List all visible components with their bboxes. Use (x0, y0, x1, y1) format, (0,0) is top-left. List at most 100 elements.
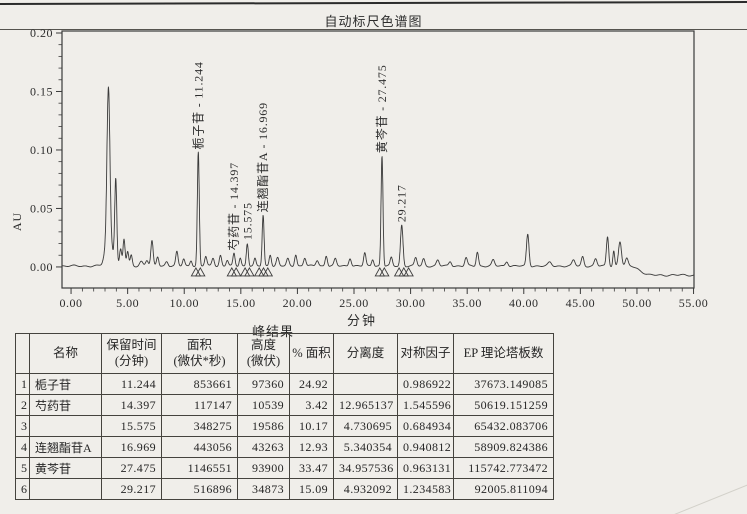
col-header-area-pct: % 面积 (289, 333, 334, 374)
header-row: 名称 保留时间 (分钟) 面积 (微伏*秒) 高度 (微伏) % 面积 分离度 … (15, 333, 554, 374)
cell-plates: 50619.151259 (453, 394, 554, 416)
cell-area-pct: 12.93 (289, 436, 334, 458)
cell-height: 10539 (237, 394, 290, 416)
cell-resolution: 4.730695 (333, 415, 398, 437)
chromatogram-trace (61, 86, 694, 277)
cell-symmetry: 0.986922 (397, 373, 454, 395)
integration-mark-icon (393, 267, 405, 277)
cell-height: 93900 (237, 457, 290, 479)
cell-resolution: 4.932092 (333, 478, 398, 500)
peak-row: 1 栀子苷 11.244 853661 97360 24.92 0.986922… (15, 373, 554, 395)
cell-area: 443056 (161, 436, 238, 458)
cell-name (29, 478, 102, 500)
cell-area: 348275 (161, 415, 238, 437)
cell-rt: 16.969 (101, 436, 162, 458)
col-header-resolution: 分离度 (333, 333, 398, 374)
peak-row: 3 15.575 348275 19586 10.17 4.730695 0.6… (15, 415, 554, 437)
cell-name (29, 415, 102, 437)
cell-symmetry: 1.545596 (397, 394, 454, 416)
cell-symmetry: 0.684934 (397, 415, 454, 437)
cell-area-pct: 10.17 (289, 415, 334, 437)
peak-row: 2 芍药苷 14.397 117147 10539 3.42 12.965137… (15, 394, 554, 416)
integration-mark-icon (195, 267, 206, 277)
integration-mark-icon (374, 267, 386, 277)
peak-label: 连翘酯苷A - 16.969 (255, 102, 270, 212)
cell-rt: 27.475 (101, 457, 162, 479)
cell-index: 1 (15, 373, 30, 395)
integration-markers (190, 267, 414, 277)
cell-plates: 37673.149085 (453, 373, 554, 395)
cell-name: 栀子苷 (29, 373, 102, 395)
cell-area: 516896 (161, 478, 238, 500)
cell-name: 连翘酯苷A (29, 436, 102, 458)
y-axis-ticks: 0.00 0.05 0.10 0.15 0.20 (30, 26, 62, 274)
cell-resolution (333, 373, 398, 395)
cell-rt: 14.397 (101, 394, 162, 416)
chromatogram-chart: 0.00 0.05 0.10 0.15 0.20 0.00 5.00 10.00 15.00 20… (30, 26, 709, 310)
cell-area: 117147 (161, 394, 238, 416)
cell-index: 6 (15, 478, 30, 500)
peak-results-table: 名称 保留时间 (分钟) 面积 (微伏*秒) 高度 (微伏) % 面积 分离度 … (15, 333, 554, 500)
cell-area-pct: 33.47 (289, 457, 334, 479)
cell-index: 4 (15, 436, 30, 458)
cell-rt: 11.244 (101, 373, 162, 395)
x-tick-label: 50.00 (622, 296, 652, 310)
cell-plates: 115742.773472 (453, 457, 554, 479)
cell-area: 1146551 (161, 457, 238, 479)
x-tick-label: 0.00 (60, 296, 83, 310)
peak-label: 15.575 (240, 202, 254, 240)
col-header-name: 名称 (29, 333, 102, 374)
cell-height: 34873 (237, 478, 290, 500)
cell-height: 19586 (237, 415, 290, 437)
y-tick-label: 0.05 (30, 201, 53, 215)
cell-area: 853661 (161, 373, 238, 395)
peak-label: 黄芩苷 - 27.475 (375, 64, 389, 153)
cell-rt: 29.217 (101, 478, 162, 500)
cell-area-pct: 3.42 (289, 394, 334, 416)
x-tick-label: 55.00 (679, 296, 709, 310)
col-header-rt: 保留时间 (分钟) (101, 333, 162, 374)
peak-row: 6 29.217 516896 34873 15.09 4.932092 1.2… (15, 478, 554, 500)
cell-height: 97360 (237, 373, 290, 395)
chart-title: 自动标尺色谱图 (324, 14, 423, 29)
cell-index: 3 (15, 415, 30, 437)
col-header-area: 面积 (微伏*秒) (161, 333, 238, 374)
cell-symmetry: 0.940812 (397, 436, 454, 458)
integration-mark-icon (190, 267, 202, 277)
x-tick-label: 35.00 (452, 296, 482, 310)
integration-mark-icon (262, 267, 274, 277)
y-tick-label: 0.00 (30, 260, 53, 274)
x-tick-label: 45.00 (566, 296, 596, 310)
cell-area-pct: 24.92 (289, 373, 334, 395)
col-header-plates: EP 理论塔板数 (453, 333, 554, 374)
integration-mark-icon (244, 267, 255, 277)
cell-area-pct: 15.09 (289, 478, 334, 500)
integration-mark-icon (230, 267, 242, 277)
col-header-height: 高度 (微伏) (237, 333, 290, 374)
integration-mark-icon (398, 267, 410, 277)
cell-plates: 92005.811094 (453, 478, 554, 500)
cell-name: 芍药苷 (29, 394, 102, 416)
peak-row: 4 连翘酯苷A 16.969 443056 43263 12.93 5.3403… (15, 436, 554, 458)
cell-resolution: 5.340354 (333, 436, 398, 458)
col-header-index (15, 333, 30, 374)
title-rule (0, 29, 747, 30)
y-tick-label: 0.15 (30, 84, 53, 98)
peak-label: 栀子苷 - 11.244 (191, 61, 205, 149)
cell-plates: 58909.824386 (453, 436, 554, 458)
integration-mark-icon (379, 267, 390, 277)
y-tick-label: 0.20 (30, 26, 53, 40)
cell-symmetry: 0.963131 (397, 457, 454, 479)
x-tick-label: 15.00 (226, 296, 256, 310)
cell-resolution: 34.957536 (333, 457, 398, 479)
cell-rt: 15.575 (101, 415, 162, 437)
x-tick-label: 10.00 (169, 296, 199, 310)
peak-label: 芍药苷 - 14.397 (227, 162, 241, 251)
cell-resolution: 12.965137 (333, 394, 398, 416)
x-tick-label: 25.00 (339, 296, 369, 310)
cell-height: 43263 (237, 436, 290, 458)
x-tick-label: 30.00 (396, 296, 426, 310)
x-tick-label: 40.00 (509, 296, 539, 310)
y-tick-label: 0.10 (30, 143, 53, 157)
